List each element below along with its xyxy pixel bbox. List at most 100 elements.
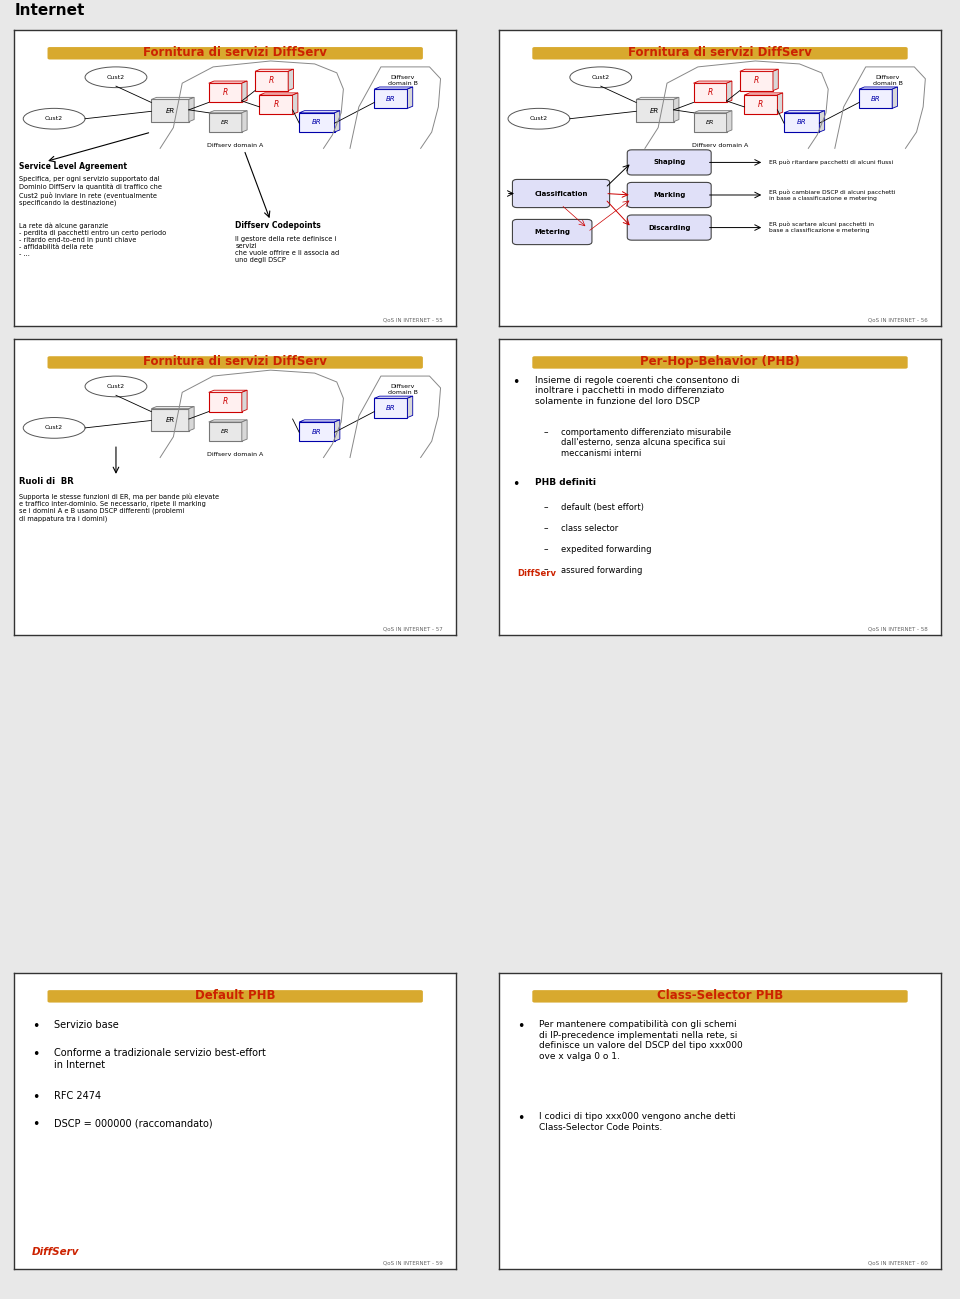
Text: R: R: [754, 77, 759, 86]
Polygon shape: [300, 420, 340, 422]
FancyBboxPatch shape: [152, 409, 189, 431]
Polygon shape: [859, 87, 898, 90]
Text: Insieme di regole coerenti che consentono di
inoltrare i pacchetti in modo diffe: Insieme di regole coerenti che consenton…: [535, 377, 739, 405]
Polygon shape: [293, 94, 298, 114]
Polygon shape: [208, 81, 247, 83]
Text: ER: ER: [650, 108, 660, 113]
Text: ER può scartare alcuni pacchetti in
base a classificazione e metering: ER può scartare alcuni pacchetti in base…: [769, 222, 874, 234]
FancyBboxPatch shape: [627, 216, 711, 240]
Text: Shaping: Shaping: [653, 160, 685, 165]
Polygon shape: [784, 110, 825, 113]
Text: Cust2: Cust2: [45, 116, 63, 121]
Polygon shape: [255, 69, 294, 71]
Polygon shape: [892, 87, 898, 108]
FancyBboxPatch shape: [532, 47, 907, 60]
Text: BR: BR: [386, 96, 396, 101]
Polygon shape: [334, 110, 340, 132]
Polygon shape: [727, 110, 732, 132]
Polygon shape: [636, 97, 679, 100]
Polygon shape: [208, 390, 247, 392]
Text: R: R: [269, 77, 275, 86]
Polygon shape: [674, 97, 679, 122]
Polygon shape: [242, 110, 247, 132]
Polygon shape: [152, 97, 194, 100]
FancyBboxPatch shape: [208, 392, 242, 412]
FancyBboxPatch shape: [744, 95, 778, 114]
Text: Cust2: Cust2: [591, 75, 610, 79]
FancyBboxPatch shape: [259, 95, 293, 114]
Polygon shape: [773, 69, 779, 91]
Text: R: R: [223, 397, 228, 407]
Polygon shape: [288, 69, 294, 91]
Text: BR: BR: [797, 120, 806, 126]
Text: expedited forwarding: expedited forwarding: [561, 544, 652, 553]
Text: R: R: [708, 88, 712, 97]
Polygon shape: [407, 87, 413, 108]
Text: PHB definiti: PHB definiti: [535, 478, 595, 487]
Text: Conforme a tradizionale servizio best-effort
in Internet: Conforme a tradizionale servizio best-ef…: [54, 1048, 266, 1070]
Text: Ruoli di  BR: Ruoli di BR: [19, 477, 74, 486]
Text: assured forwarding: assured forwarding: [561, 565, 642, 574]
Text: Cust2: Cust2: [530, 116, 548, 121]
Text: –: –: [543, 427, 548, 436]
Text: QoS IN INTERNET - 59: QoS IN INTERNET - 59: [383, 1260, 443, 1265]
FancyBboxPatch shape: [627, 149, 711, 175]
Text: Cust2: Cust2: [45, 425, 63, 430]
Polygon shape: [374, 87, 413, 90]
Text: Cust2: Cust2: [107, 75, 125, 79]
Text: Servizio base: Servizio base: [54, 1020, 119, 1030]
Polygon shape: [693, 81, 732, 83]
Text: RFC 2474: RFC 2474: [54, 1091, 101, 1102]
Text: Marking: Marking: [653, 192, 685, 197]
Text: Cust2: Cust2: [107, 385, 125, 388]
Text: Il gestore della rete definisce i
servizi
che vuole offrire e li associa ad
uno : Il gestore della rete definisce i serviz…: [235, 235, 340, 262]
Text: QoS IN INTERNET - 57: QoS IN INTERNET - 57: [383, 626, 443, 631]
Polygon shape: [693, 110, 732, 113]
FancyBboxPatch shape: [48, 356, 422, 369]
Text: Internet: Internet: [14, 3, 84, 18]
Text: I codici di tipo xxx000 vengono anche detti
Class-Selector Code Points.: I codici di tipo xxx000 vengono anche de…: [539, 1112, 735, 1131]
Text: ER: ER: [165, 108, 175, 113]
Text: DiffServ: DiffServ: [32, 1247, 80, 1257]
Text: BR: BR: [871, 96, 880, 101]
Text: ER può ritardare pacchetti di alcuni flussi: ER può ritardare pacchetti di alcuni flu…: [769, 160, 893, 165]
Text: Per-Hop-Behavior (PHB): Per-Hop-Behavior (PHB): [640, 355, 800, 368]
Text: Diffserv domain A: Diffserv domain A: [207, 452, 263, 457]
Text: •: •: [32, 1048, 39, 1061]
Text: class selector: class selector: [561, 525, 618, 533]
Text: BR: BR: [386, 405, 396, 410]
Polygon shape: [778, 94, 782, 114]
Polygon shape: [152, 407, 194, 409]
Polygon shape: [189, 407, 194, 431]
Text: •: •: [32, 1091, 39, 1104]
FancyBboxPatch shape: [152, 100, 189, 122]
Polygon shape: [259, 94, 298, 95]
FancyBboxPatch shape: [859, 90, 892, 108]
FancyBboxPatch shape: [208, 113, 242, 132]
FancyBboxPatch shape: [693, 83, 727, 103]
Text: Diffserv
domain B: Diffserv domain B: [873, 75, 902, 86]
FancyBboxPatch shape: [636, 100, 674, 122]
Polygon shape: [727, 81, 732, 103]
Polygon shape: [819, 110, 825, 132]
Text: BR: BR: [312, 429, 322, 435]
Text: Diffserv
domain B: Diffserv domain B: [388, 385, 418, 395]
FancyBboxPatch shape: [208, 422, 242, 442]
Polygon shape: [374, 396, 413, 399]
Text: Diffserv domain A: Diffserv domain A: [692, 143, 748, 148]
Text: Supporta le stesse funzioni di ER, ma per bande più elevate
e traffico inter-dom: Supporta le stesse funzioni di ER, ma pe…: [19, 494, 219, 521]
Text: QoS IN INTERNET - 56: QoS IN INTERNET - 56: [868, 317, 927, 322]
FancyBboxPatch shape: [513, 179, 610, 208]
Text: Discarding: Discarding: [648, 225, 690, 230]
Text: Fornitura di servizi DiffServ: Fornitura di servizi DiffServ: [143, 45, 327, 58]
Text: Default PHB: Default PHB: [195, 989, 276, 1002]
Text: –: –: [543, 525, 548, 533]
Text: •: •: [516, 1020, 524, 1033]
FancyBboxPatch shape: [740, 71, 773, 91]
Text: QoS IN INTERNET - 55: QoS IN INTERNET - 55: [383, 317, 443, 322]
Text: ER: ER: [221, 429, 229, 434]
Text: R: R: [223, 88, 228, 97]
Text: Classification: Classification: [535, 191, 588, 196]
FancyBboxPatch shape: [513, 220, 592, 244]
Text: Class-Selector PHB: Class-Selector PHB: [657, 989, 783, 1002]
